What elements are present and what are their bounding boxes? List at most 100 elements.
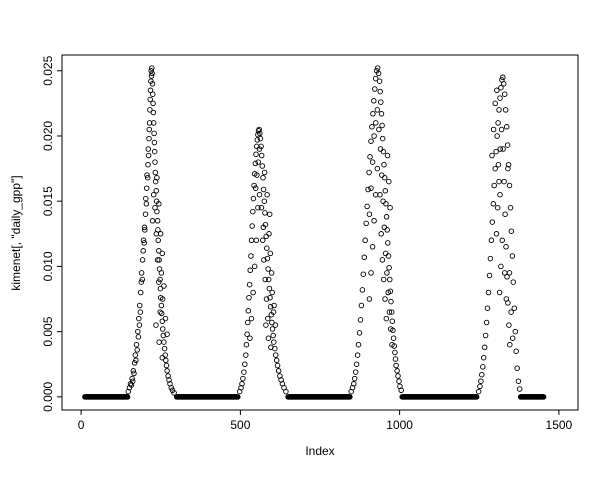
data-point	[254, 137, 261, 143]
data-point	[124, 394, 131, 400]
data-point	[367, 154, 373, 160]
data-point	[150, 191, 157, 198]
data-point	[159, 296, 166, 302]
data-point	[386, 178, 392, 185]
data-point	[150, 91, 156, 97]
data-point	[374, 107, 381, 113]
data-point	[150, 120, 157, 126]
data-point	[364, 203, 370, 210]
data-point	[140, 248, 146, 254]
data-point	[347, 394, 353, 400]
data-point	[380, 276, 387, 283]
data-point	[507, 204, 514, 211]
data-point	[161, 339, 167, 345]
data-point	[243, 352, 249, 358]
data-point	[159, 318, 166, 324]
data-point	[264, 245, 270, 251]
data-point	[506, 322, 512, 328]
data-point	[159, 326, 166, 332]
data-point	[489, 219, 496, 225]
data-point	[509, 335, 516, 341]
data-point	[156, 339, 162, 345]
data-point	[268, 270, 275, 276]
data-point	[473, 394, 480, 400]
data-point	[129, 375, 135, 382]
y-tick-label: 0.010	[41, 251, 55, 281]
data-point	[369, 124, 375, 130]
data-point	[354, 352, 361, 358]
data-point	[246, 294, 252, 301]
data-point	[246, 281, 253, 288]
data-point	[152, 169, 159, 176]
data-point	[363, 220, 369, 227]
data-point	[483, 319, 490, 326]
x-tick-label: 500	[230, 418, 250, 432]
data-point	[393, 362, 399, 369]
data-point	[147, 87, 154, 94]
data-point	[379, 257, 386, 263]
data-point	[153, 188, 160, 194]
data-point	[155, 237, 161, 244]
data-point	[251, 263, 258, 270]
data-point	[265, 276, 272, 283]
data-point	[383, 214, 390, 220]
data-point	[360, 271, 367, 277]
data-point	[142, 227, 148, 233]
y-tick-label: 0.015	[41, 186, 55, 216]
data-point	[478, 378, 484, 384]
data-point	[256, 126, 262, 133]
data-point	[141, 224, 148, 231]
y-tick-label: 0.025	[41, 55, 55, 85]
data-point	[131, 360, 138, 366]
data-point	[492, 100, 498, 107]
data-point	[505, 165, 511, 172]
data-point	[150, 100, 156, 107]
data-point	[256, 191, 263, 198]
data-point	[357, 317, 364, 323]
data-point	[249, 223, 255, 229]
data-point	[144, 172, 150, 178]
data-point	[260, 186, 267, 193]
data-point	[132, 352, 139, 358]
data-point	[492, 165, 498, 172]
data-point	[395, 373, 401, 379]
data-point	[145, 152, 152, 159]
data-point	[487, 255, 494, 262]
data-point	[380, 148, 387, 155]
data-point	[138, 270, 145, 276]
data-point	[370, 111, 376, 117]
data-point	[368, 185, 374, 191]
data-point	[353, 361, 360, 367]
x-tick-label: 1000	[386, 418, 413, 432]
data-point	[144, 174, 151, 181]
data-point	[145, 161, 151, 168]
data-point	[253, 237, 260, 244]
data-point	[396, 378, 402, 384]
data-point	[267, 294, 273, 301]
data-point	[498, 126, 505, 133]
data-point	[480, 364, 486, 370]
data-point	[131, 370, 137, 377]
data-point	[494, 133, 500, 139]
data-point	[164, 368, 170, 374]
data-point	[384, 227, 390, 233]
data-point	[488, 237, 495, 244]
data-point	[484, 305, 491, 311]
data-point	[269, 289, 275, 296]
data-point	[156, 248, 162, 254]
data-point	[381, 174, 388, 181]
data-point	[140, 237, 147, 244]
data-point	[146, 135, 152, 142]
data-point	[358, 302, 365, 309]
data-point	[135, 334, 142, 340]
data-point	[274, 362, 281, 369]
data-point	[387, 276, 393, 283]
data-point	[250, 195, 257, 202]
data-point	[509, 253, 516, 259]
data-point	[477, 383, 483, 390]
data-point	[500, 74, 506, 81]
data-point	[156, 201, 162, 207]
data-point	[372, 75, 379, 82]
data-point	[241, 369, 247, 375]
